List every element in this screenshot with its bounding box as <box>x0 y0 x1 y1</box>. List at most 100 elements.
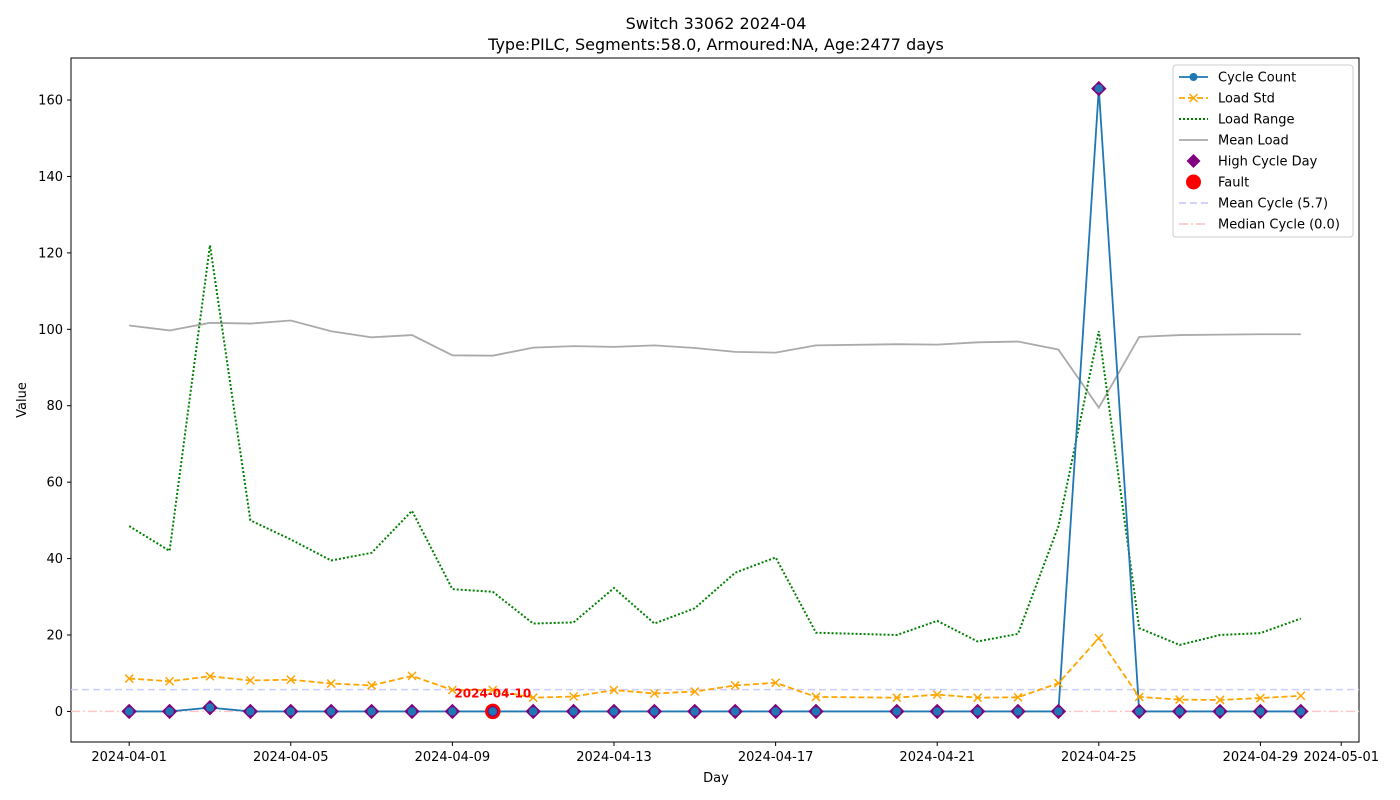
cycle-count-point <box>731 707 740 716</box>
x-tick-label: 2024-04-13 <box>576 750 652 765</box>
cycle-count-point <box>407 707 417 716</box>
chart-subtitle: Type:PILC, Segments:58.0, Armoured:NA, A… <box>487 35 944 54</box>
y-tick-label: 80 <box>46 399 63 414</box>
load-std-point <box>569 691 579 702</box>
y-tick-label: 40 <box>46 552 63 567</box>
cycle-count-point <box>933 707 942 716</box>
x-tick-label: 2024-05-01 <box>1303 750 1379 765</box>
y-tick-label: 60 <box>46 476 63 491</box>
load-std-point <box>771 678 781 688</box>
legend-label: High Cycle Day <box>1218 155 1318 170</box>
cycle-count-point <box>1054 707 1063 716</box>
chart-title: Switch 33062 2024-04 <box>626 14 807 33</box>
y-tick-label: 140 <box>38 170 63 185</box>
cycle-count-point <box>205 703 215 712</box>
legend: Cycle Count Load Std Load Range Mean Load Hi… <box>1172 64 1354 238</box>
legend-swatch-circle <box>1186 174 1201 190</box>
y-tick-label: 0 <box>55 705 63 720</box>
load-std-point <box>932 690 942 700</box>
load-std-point <box>407 671 417 681</box>
x-tick-label: 2024-04-29 <box>1223 750 1299 765</box>
cycle-count-point <box>286 707 295 716</box>
load-std-point <box>1013 692 1023 702</box>
series-line-load-std <box>129 636 1301 701</box>
cycle-count-point <box>124 707 134 716</box>
cycle-count-point <box>367 707 376 716</box>
load-std-point <box>609 685 619 695</box>
load-std-point <box>690 687 700 697</box>
cycle-count-point <box>1296 707 1306 716</box>
x-tick-label: 2024-04-17 <box>738 750 814 765</box>
cycle-count-point <box>1135 707 1144 716</box>
legend-label: Mean Load <box>1218 134 1289 149</box>
load-std-point <box>730 680 740 690</box>
legend-box <box>1172 64 1354 238</box>
plot-area: 0 20 40 60 80 100 120 140 160 2024-04-01 2024-04-0… <box>38 57 1379 765</box>
load-std-point <box>124 674 134 684</box>
x-tick-label: 2024-04-05 <box>253 750 329 765</box>
y-tick-label: 100 <box>38 323 63 338</box>
load-std-point <box>892 693 902 703</box>
cycle-count-point <box>1175 707 1184 716</box>
load-std-point <box>649 688 659 699</box>
x-tick-label: 2024-04-21 <box>899 750 975 765</box>
load-std-point <box>447 685 457 695</box>
cycle-count-point <box>811 707 821 716</box>
series-line-load-range <box>128 245 1302 646</box>
load-std-point <box>1053 678 1063 688</box>
load-std-point <box>528 693 538 703</box>
load-std-point <box>367 680 377 690</box>
load-std-point <box>1175 695 1185 705</box>
load-std-point <box>811 692 821 702</box>
fault-annotation: 2024-04-10 <box>454 686 531 700</box>
cycle-count-point <box>165 707 174 716</box>
cycle-count-point <box>771 707 780 716</box>
legend-swatch-dot <box>1189 73 1198 81</box>
legend-label: Load Std <box>1218 92 1275 107</box>
load-std-point <box>488 685 498 695</box>
load-std-point <box>1255 693 1265 703</box>
load-std-point <box>1134 692 1144 702</box>
cycle-count-point <box>1013 707 1023 716</box>
cycle-count-point <box>1256 707 1265 716</box>
cycle-count-point <box>609 707 619 716</box>
load-std-point <box>973 693 983 703</box>
cycle-count-point <box>528 707 538 716</box>
y-axis-label: Value <box>15 382 30 418</box>
fault-inner-point <box>489 707 497 715</box>
legend-label: Cycle Count <box>1218 71 1296 86</box>
legend-swatch-diamond <box>1186 154 1201 168</box>
cycle-count-point <box>246 707 255 716</box>
fault-marker <box>485 703 501 720</box>
x-tick-label: 2024-04-25 <box>1061 750 1137 765</box>
cycle-count-point <box>973 707 982 716</box>
load-std-point <box>1094 633 1104 643</box>
series-line-cycle-count <box>129 88 1301 713</box>
load-std-point <box>1296 691 1306 701</box>
load-std-point <box>245 675 255 686</box>
load-std-point <box>205 671 215 681</box>
cycle-count-point <box>690 707 699 716</box>
cycle-count-point <box>1215 707 1225 716</box>
cycle-count-point <box>650 707 659 716</box>
load-std-point <box>286 675 296 685</box>
legend-swatch-x <box>1188 93 1199 103</box>
load-std-point <box>165 676 175 686</box>
legend-label: Median Cycle (0.0) <box>1218 218 1340 233</box>
legend-label: Mean Cycle (5.7) <box>1218 197 1328 212</box>
legend-label: Fault <box>1218 176 1249 191</box>
load-std-point <box>326 679 336 689</box>
cycle-count-point <box>1094 84 1104 93</box>
cycle-count-point <box>569 707 578 716</box>
y-tick-label: 20 <box>46 629 63 644</box>
cycle-count-point <box>326 707 336 716</box>
x-tick-label: 2024-04-09 <box>415 750 491 765</box>
y-tick-label: 120 <box>38 246 63 261</box>
series-line-mean-load <box>129 319 1301 410</box>
x-tick-label: 2024-04-01 <box>91 750 167 765</box>
legend-label: Load Range <box>1218 113 1295 128</box>
cycle-count-point <box>892 707 902 716</box>
load-std-point <box>1215 695 1225 705</box>
axes-frame <box>70 57 1360 743</box>
